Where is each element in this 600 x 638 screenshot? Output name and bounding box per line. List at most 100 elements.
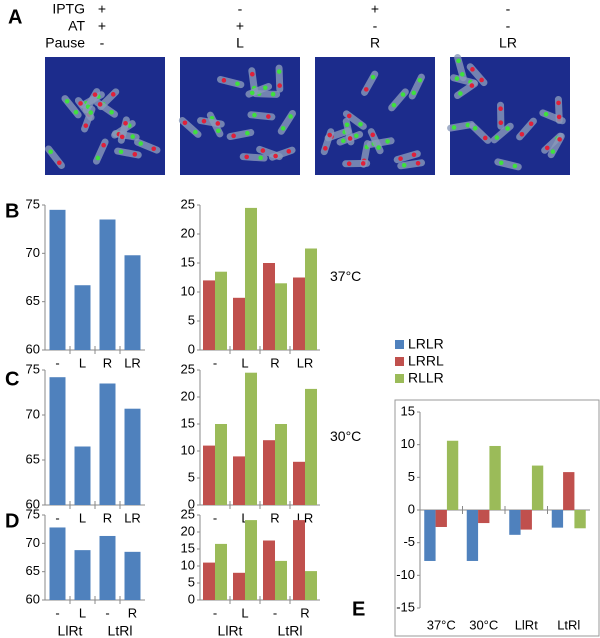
focus <box>415 160 421 166</box>
x-tick-label: - <box>273 605 277 620</box>
bar <box>99 383 116 505</box>
focus <box>363 87 369 92</box>
panel-letter: D <box>5 510 19 532</box>
bar <box>305 248 317 350</box>
focus <box>249 71 255 77</box>
panel-e-frame <box>394 399 600 637</box>
bar <box>489 445 501 510</box>
x-tick-label: R <box>270 510 279 525</box>
bar <box>275 283 287 350</box>
focus <box>411 152 417 158</box>
condition-value: LR <box>499 35 517 51</box>
x-tick-label: L <box>241 355 248 370</box>
focus <box>288 114 293 119</box>
focus <box>479 77 484 83</box>
y-tick-label: 10 <box>181 283 195 298</box>
y-tick-label: 0 <box>408 501 415 516</box>
panel-letter: E <box>352 598 365 620</box>
y-tick-label: 75 <box>26 196 40 211</box>
condition-value: + <box>371 1 379 17</box>
y-tick-label: 15 <box>181 540 195 555</box>
focus <box>119 134 125 140</box>
condition-value: - <box>506 18 511 34</box>
y-tick-label: 0 <box>188 591 195 606</box>
x-tick-label: - <box>213 355 217 370</box>
bar <box>245 372 257 505</box>
x-tick-label: R <box>300 605 309 620</box>
focus <box>48 149 54 155</box>
focus <box>57 160 62 166</box>
y-tick-label: 10 <box>181 442 195 457</box>
y-tick-label: -10 <box>396 567 415 582</box>
bar <box>215 271 227 350</box>
y-tick-label: 65 <box>26 563 40 578</box>
group-label: LlRt <box>58 623 83 638</box>
bar <box>215 424 227 505</box>
focus <box>266 114 271 119</box>
y-tick-label: 20 <box>181 388 195 403</box>
focus <box>193 129 198 135</box>
y-tick-label: 65 <box>26 293 40 308</box>
x-tick-label: - <box>55 510 59 525</box>
focus <box>498 160 504 166</box>
condition-value: + <box>98 18 106 34</box>
focus <box>151 146 157 152</box>
row-label: IPTG <box>52 1 85 17</box>
group-label: LtRl <box>278 623 303 638</box>
condition-value: - <box>100 35 105 51</box>
x-tick-label: R <box>128 605 137 620</box>
focus <box>110 92 116 97</box>
bar <box>563 472 575 510</box>
focus <box>557 137 562 142</box>
bar <box>215 543 227 600</box>
focus <box>182 120 188 126</box>
focus <box>505 126 510 131</box>
focus <box>385 139 390 144</box>
bar <box>74 285 91 350</box>
y-tick-label: 0 <box>188 341 195 356</box>
bar <box>263 440 275 505</box>
focus <box>376 145 381 150</box>
legend-label: LRLR <box>408 336 444 352</box>
bar <box>293 461 305 505</box>
x-tick-label: - <box>55 605 59 620</box>
focus <box>458 91 463 96</box>
bar <box>293 520 305 600</box>
cell <box>554 95 563 124</box>
bar <box>203 280 215 350</box>
focus <box>556 100 561 106</box>
bar <box>124 255 141 350</box>
bar <box>551 510 564 528</box>
focus <box>109 109 114 115</box>
group-label: LlRt <box>218 623 243 638</box>
x-tick-label: 30°C <box>469 617 498 632</box>
focus <box>258 155 263 161</box>
focus <box>498 120 504 126</box>
focus <box>101 142 106 148</box>
focus <box>550 149 556 154</box>
bar <box>263 263 275 350</box>
focus <box>344 122 350 128</box>
x-tick-label: LR <box>124 355 141 370</box>
cell <box>342 159 371 168</box>
legend-label: RLLR <box>408 370 444 386</box>
bar <box>49 209 66 350</box>
bar <box>531 465 544 510</box>
y-tick-label: 75 <box>26 361 40 376</box>
group-label: LtRl <box>108 623 133 638</box>
focus <box>494 135 500 140</box>
bar <box>275 560 287 600</box>
x-tick-label: L <box>79 605 86 620</box>
focus <box>118 149 124 155</box>
bar <box>466 510 479 561</box>
focus <box>323 146 328 151</box>
y-tick-label: 20 <box>181 225 195 240</box>
condition-value: R <box>370 35 380 51</box>
y-tick-label: 25 <box>181 361 195 376</box>
focus <box>244 154 250 160</box>
focus <box>83 123 89 128</box>
focus <box>123 120 128 126</box>
x-tick-label: R <box>270 355 279 370</box>
bar <box>305 388 317 505</box>
focus <box>252 112 257 118</box>
